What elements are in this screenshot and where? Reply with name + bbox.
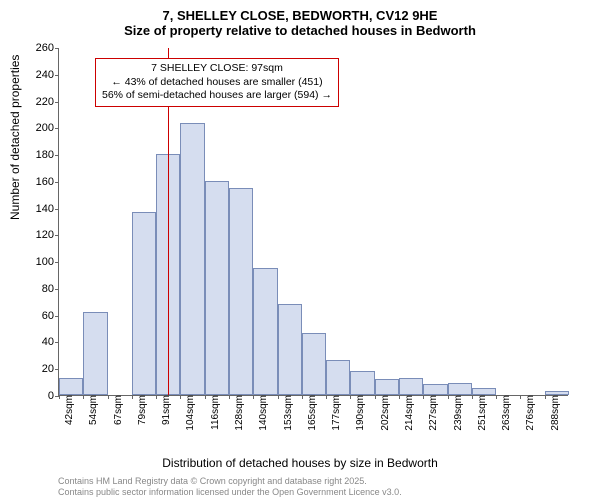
x-tick-label: 104sqm (183, 395, 196, 431)
histogram-bar (472, 388, 496, 395)
x-tick-label: 140sqm (256, 395, 269, 431)
x-tick-label: 214sqm (402, 395, 415, 431)
x-tick-label: 227sqm (426, 395, 439, 431)
y-tick-label: 140 (24, 203, 59, 215)
x-tick-mark (448, 395, 449, 399)
x-tick-label: 251sqm (475, 395, 488, 431)
histogram-bar (59, 378, 83, 395)
y-tick-mark (55, 316, 59, 317)
x-tick-mark (423, 395, 424, 399)
histogram-bar (180, 123, 204, 395)
y-tick-label: 200 (24, 122, 59, 134)
x-tick-mark (326, 395, 327, 399)
y-tick-label: 40 (24, 336, 59, 348)
annotation-line: ← 43% of detached houses are smaller (45… (102, 76, 332, 90)
x-tick-mark (156, 395, 157, 399)
x-tick-label: 263sqm (499, 395, 512, 431)
x-tick-mark (520, 395, 521, 399)
histogram-bar (205, 181, 229, 395)
y-tick-label: 80 (24, 283, 59, 295)
y-tick-mark (55, 182, 59, 183)
x-tick-label: 79sqm (135, 395, 148, 425)
attribution-line: Contains HM Land Registry data © Crown c… (58, 476, 402, 487)
chart-plot-area: 02040608010012014016018020022024026042sq… (58, 48, 568, 396)
y-tick-label: 100 (24, 256, 59, 268)
x-tick-mark (59, 395, 60, 399)
x-tick-label: 177sqm (329, 395, 342, 431)
x-tick-mark (375, 395, 376, 399)
histogram-bar (83, 312, 107, 395)
y-tick-mark (55, 289, 59, 290)
x-tick-mark (205, 395, 206, 399)
attribution-line: Contains public sector information licen… (58, 487, 402, 498)
y-tick-mark (55, 48, 59, 49)
histogram-bar (350, 371, 374, 395)
histogram-bar (423, 384, 447, 395)
x-tick-label: 116sqm (208, 395, 221, 430)
y-tick-mark (55, 235, 59, 236)
x-tick-mark (83, 395, 84, 399)
histogram-bar (399, 378, 423, 395)
x-tick-mark (399, 395, 400, 399)
attribution-text: Contains HM Land Registry data © Crown c… (58, 476, 402, 498)
y-axis-label: Number of detached properties (8, 55, 22, 220)
chart-title: 7, SHELLEY CLOSE, BEDWORTH, CV12 9HE (0, 0, 600, 23)
x-tick-mark (180, 395, 181, 399)
y-tick-label: 220 (24, 96, 59, 108)
x-tick-mark (496, 395, 497, 399)
x-tick-label: 276sqm (523, 395, 536, 431)
histogram-bar (326, 360, 350, 395)
y-tick-mark (55, 155, 59, 156)
y-tick-mark (55, 369, 59, 370)
annotation-box: 7 SHELLEY CLOSE: 97sqm← 43% of detached … (95, 58, 339, 107)
x-tick-label: 42sqm (62, 395, 75, 425)
x-tick-mark (472, 395, 473, 399)
y-tick-mark (55, 262, 59, 263)
x-tick-label: 67sqm (111, 395, 124, 425)
histogram-bar (229, 188, 253, 395)
y-tick-label: 180 (24, 149, 59, 161)
histogram-bar (302, 333, 326, 395)
x-tick-mark (229, 395, 230, 399)
x-axis-label: Distribution of detached houses by size … (0, 456, 600, 470)
x-tick-mark (108, 395, 109, 399)
histogram-bar (132, 212, 156, 395)
x-tick-mark (253, 395, 254, 399)
y-tick-mark (55, 75, 59, 76)
x-tick-label: 91sqm (159, 395, 172, 425)
annotation-line: 7 SHELLEY CLOSE: 97sqm (102, 62, 332, 76)
x-tick-label: 202sqm (378, 395, 391, 431)
y-tick-mark (55, 342, 59, 343)
x-tick-label: 54sqm (86, 395, 99, 425)
y-tick-mark (55, 102, 59, 103)
y-tick-label: 20 (24, 363, 59, 375)
chart-subtitle: Size of property relative to detached ho… (0, 23, 600, 42)
x-tick-label: 128sqm (232, 395, 245, 431)
y-tick-mark (55, 209, 59, 210)
histogram-bar (278, 304, 302, 395)
histogram-bar (375, 379, 399, 395)
annotation-line: 56% of semi-detached houses are larger (… (102, 89, 332, 103)
x-tick-label: 153sqm (281, 395, 294, 431)
x-tick-mark (350, 395, 351, 399)
histogram-bar (448, 383, 472, 395)
y-tick-mark (55, 128, 59, 129)
x-tick-mark (302, 395, 303, 399)
y-tick-label: 60 (24, 310, 59, 322)
y-tick-label: 240 (24, 69, 59, 81)
x-tick-label: 190sqm (353, 395, 366, 431)
x-tick-mark (545, 395, 546, 399)
y-tick-label: 0 (24, 390, 59, 402)
x-tick-mark (132, 395, 133, 399)
histogram-bar (253, 268, 277, 395)
x-tick-mark (278, 395, 279, 399)
y-tick-label: 160 (24, 176, 59, 188)
y-tick-label: 120 (24, 229, 59, 241)
x-tick-label: 165sqm (305, 395, 318, 431)
x-tick-label: 288sqm (548, 395, 561, 431)
y-tick-label: 260 (24, 42, 59, 54)
x-tick-label: 239sqm (451, 395, 464, 431)
